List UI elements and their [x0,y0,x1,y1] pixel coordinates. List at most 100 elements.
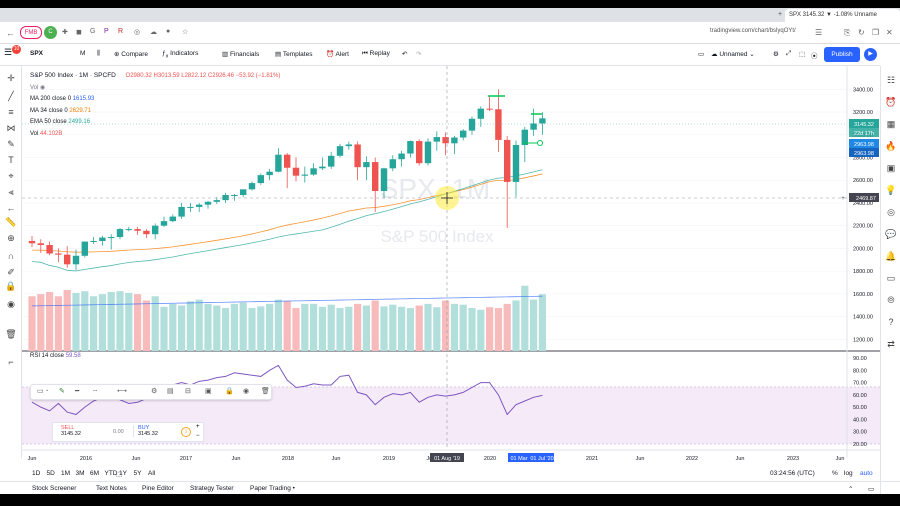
data-window-icon[interactable]: ▦ [886,119,896,129]
qty-increase-icon[interactable]: + [196,424,200,430]
help-icon[interactable]: ? [888,317,894,327]
cloud-icon[interactable]: ☁ [150,29,157,36]
calendar-icon[interactable]: ▣ [886,163,896,173]
visibility-icon[interactable]: ▣ [205,388,212,395]
interval-selector[interactable]: M [80,50,86,57]
alerts-icon[interactable]: ⏰ [885,97,897,107]
bottom-tab-0[interactable]: Stock Screener [32,485,77,492]
indicators-button[interactable]: ƒx Indicators [162,50,199,60]
browser-tab[interactable]: SPX 3145.32 ▼ -1.08% Unname [785,9,900,22]
bottom-tab-2[interactable]: Pine Editor [142,485,174,492]
camera-icon[interactable]: ⦿ [811,53,818,60]
copy-icon[interactable]: ❐ [872,28,880,37]
settings-icon[interactable]: ⚙ [773,51,779,58]
quantity-input[interactable]: 0.00 [113,429,124,435]
redo-icon[interactable]: ↷ [416,51,422,58]
dropdown-icon[interactable]: ⌄ [45,387,50,393]
fib-tool-icon[interactable]: ≡ [8,107,14,117]
lock-drawing-icon[interactable]: 🔒 [225,388,234,395]
replay-button[interactable]: ⏮ Replay [362,50,390,57]
new-tab-button[interactable]: + [778,11,783,18]
log-toggle[interactable]: log [844,470,853,477]
settings-gear-icon[interactable]: ⚙ [151,388,158,395]
puzzle-icon[interactable]: ✚ [62,29,68,36]
snapshot-icon[interactable]: ⬚ [799,51,806,58]
line-end-icon[interactable]: ⟷ [117,388,128,395]
ray-handle[interactable] [537,140,543,146]
range-button-all[interactable]: All [148,470,156,477]
trash-icon[interactable]: 🗑 [5,329,17,339]
pin-icon[interactable]: ⎘ [844,28,851,37]
range-button-5y[interactable]: 5Y [133,470,142,477]
buy-button[interactable]: BUY 3145.32 [133,425,158,437]
utc-clock[interactable]: 03:24:56 (UTC) [770,470,815,477]
publish-button[interactable]: Publish [824,47,860,62]
range-button-ytd[interactable]: YTD [104,470,118,477]
symbol-search[interactable]: SPX [30,50,44,57]
financials-button[interactable]: ▥ Financials [222,51,260,58]
magnet-icon[interactable]: ∩ [7,251,15,261]
star-icon[interactable]: ☆ [182,29,189,36]
sell-button[interactable]: SELL 3145.32 [61,425,81,437]
eye-icon[interactable]: ◉ [7,299,15,309]
range-button-1y[interactable]: 1Y [119,470,127,477]
watchlist-icon[interactable]: ☷ [886,75,896,85]
stay-drawing-icon[interactable]: ✐ [7,267,15,277]
templates-button[interactable]: ▤ Templates [275,51,313,58]
extension-o-icon[interactable]: ◎ [134,29,141,36]
compare-button[interactable]: ⊕ Compare [114,51,148,58]
back-icon[interactable]: ← [6,28,15,38]
add-line-icon[interactable]: + [841,196,845,202]
bottom-tab-4[interactable]: Paper Trading • [250,485,295,492]
translate-icon[interactable]: G [90,28,96,35]
refresh-icon[interactable]: ↻ [858,28,865,37]
align-icon[interactable]: ⊟ [185,388,191,395]
arrow-back-icon[interactable]: ← [6,203,16,213]
range-button-1m[interactable]: 1M [61,470,71,477]
range-button-3m[interactable]: 3M [75,470,85,477]
template-icon[interactable]: ▤ [167,388,174,395]
prediction-tool-icon[interactable]: ⫷ [8,187,14,197]
collapse-panel-icon[interactable]: ⌃ [848,486,854,493]
legend-ma200[interactable]: MA 200 close 0 [30,96,72,102]
qty-decrease-icon[interactable]: − [196,433,200,439]
projection-tool-icon[interactable]: ⌖ [8,171,14,181]
layout-icon[interactable]: ▭ [698,51,705,58]
maximize-panel-icon[interactable]: ▭ [868,486,875,493]
pattern-tool-icon[interactable]: ⋈ [6,123,16,133]
calendar-range-icon[interactable]: ⬚ [116,471,123,478]
collapse-icon[interactable]: ⌐ [8,357,14,367]
delete-drawing-icon[interactable]: 🗑 [261,388,270,395]
crosshair-tool-icon[interactable]: ✛ [7,73,15,83]
bookmark-icon[interactable]: ◼ [76,29,82,36]
url-text[interactable]: tradingview.com/chart/bslyqOYt/ [710,28,796,34]
notifications-icon[interactable]: 🔔 [885,251,897,261]
order-panel-icon[interactable]: ▭ [886,273,896,283]
text-tool-icon[interactable]: T [8,155,14,165]
trendline-tool-icon[interactable]: ╱ [8,91,14,101]
bar-style-icon[interactable]: ⫼ [97,50,100,57]
line-width-icon[interactable]: ━ [75,388,80,395]
fullscreen-icon[interactable]: ⤢ [786,50,792,57]
line-style-icon[interactable]: ┄ [93,388,98,395]
extension-p-icon[interactable]: P [104,28,109,35]
dot-icon[interactable]: ● [166,28,171,35]
extension-icon[interactable]: FMB [20,26,42,39]
layout-menu[interactable]: ☁ Unnamed ⌄ [711,51,755,58]
bottom-tab-1[interactable]: Text Notes [96,485,127,492]
percent-toggle[interactable]: % [832,470,838,477]
zoom-in-icon[interactable]: ⊕ [7,233,15,243]
extension-c-icon[interactable]: C [44,26,57,39]
ruler-tool-icon[interactable]: 📏 [5,217,17,227]
drag-handle-icon[interactable]: ▭ [37,388,44,395]
share-icon[interactable]: ⇄ [887,339,895,349]
streams-icon[interactable]: ◎ [887,207,895,217]
legend-ema50[interactable]: EMA 50 close [30,119,67,125]
chat-icon[interactable]: 💬 [885,229,897,239]
hide-drawing-icon[interactable]: ◉ [243,388,250,395]
range-button-5d[interactable]: 5D [46,470,55,477]
hotlist-icon[interactable]: 🔥 [885,141,897,151]
alert-button[interactable]: ⏰ Alert [326,51,349,58]
menu-icon[interactable]: ☰ [815,28,823,37]
brush-tool-icon[interactable]: ✎ [7,139,15,149]
